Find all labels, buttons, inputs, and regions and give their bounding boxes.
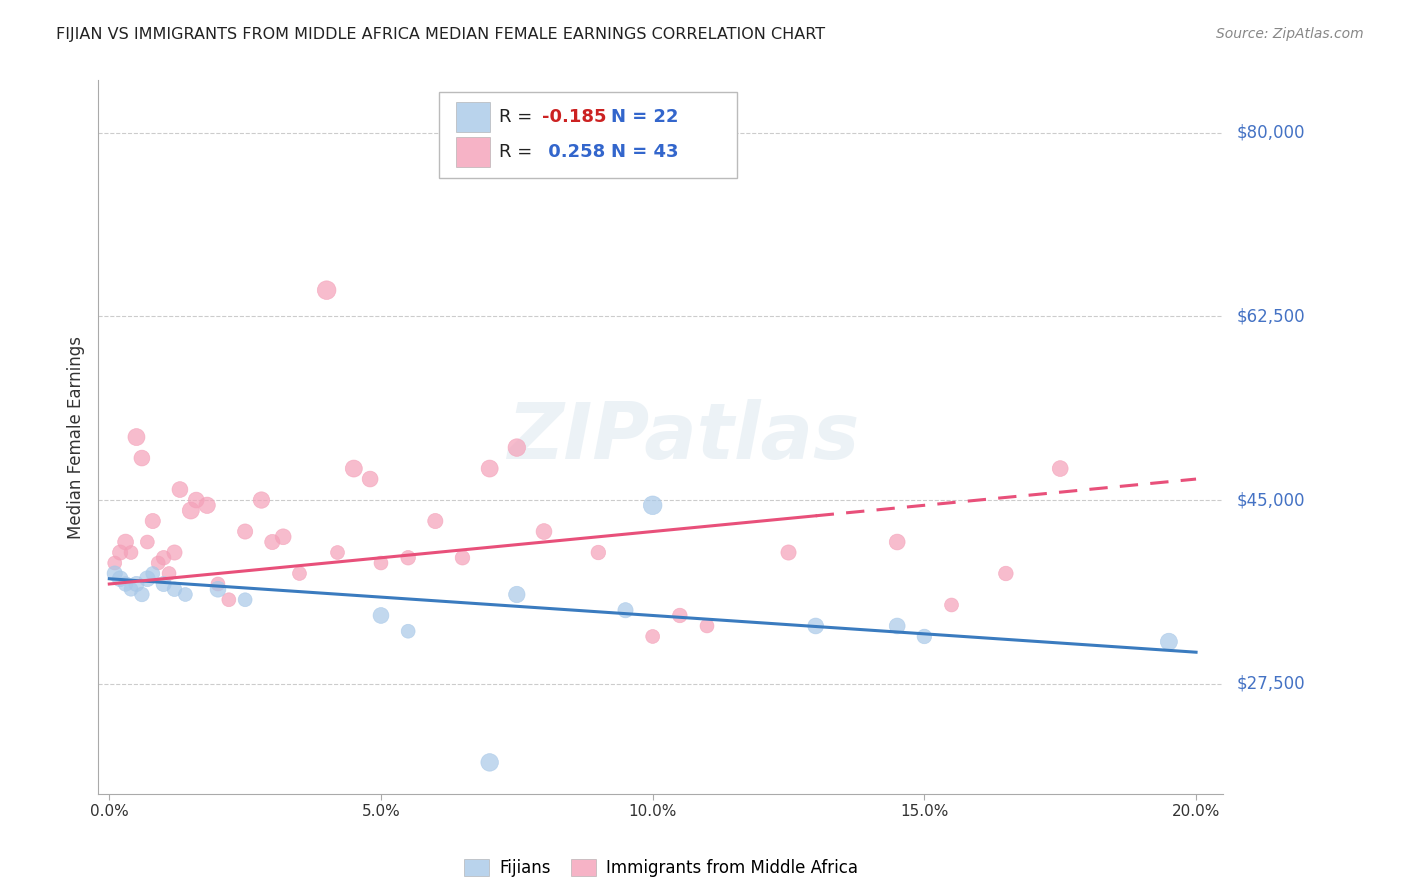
Point: [994, 566, 1017, 581]
Point: [288, 566, 311, 581]
Text: 0.258: 0.258: [541, 143, 605, 161]
Point: [152, 550, 174, 565]
Text: $62,500: $62,500: [1237, 308, 1306, 326]
Point: [315, 283, 337, 297]
Point: [218, 592, 240, 607]
Text: R =: R =: [499, 143, 538, 161]
Text: R =: R =: [499, 109, 538, 127]
Point: [120, 545, 142, 559]
Point: [396, 550, 419, 565]
Point: [163, 545, 186, 559]
Point: [104, 556, 127, 570]
Text: N = 43: N = 43: [612, 143, 679, 161]
Point: [195, 498, 218, 512]
Point: [396, 624, 419, 639]
Point: [186, 493, 208, 508]
Point: [125, 430, 148, 444]
Text: -0.185: -0.185: [541, 109, 606, 127]
Point: [641, 630, 664, 644]
Text: $80,000: $80,000: [1237, 124, 1306, 142]
Point: [104, 566, 127, 581]
Point: [120, 582, 142, 597]
Text: N = 22: N = 22: [612, 109, 679, 127]
Y-axis label: Median Female Earnings: Median Female Earnings: [66, 335, 84, 539]
Point: [641, 498, 664, 512]
Point: [425, 514, 447, 528]
Point: [1157, 634, 1180, 648]
Point: [125, 577, 148, 591]
Point: [169, 483, 191, 497]
Point: [262, 535, 284, 549]
Point: [1049, 461, 1071, 475]
Point: [108, 545, 131, 559]
Point: [233, 592, 256, 607]
Point: [233, 524, 256, 539]
Point: [506, 441, 529, 455]
Text: $27,500: $27,500: [1237, 674, 1306, 693]
Point: [533, 524, 555, 539]
Text: ZIPatlas: ZIPatlas: [508, 399, 859, 475]
Point: [696, 619, 718, 633]
Point: [136, 535, 159, 549]
Text: Source: ZipAtlas.com: Source: ZipAtlas.com: [1216, 27, 1364, 41]
Point: [370, 608, 392, 623]
Point: [174, 587, 197, 601]
FancyBboxPatch shape: [456, 103, 489, 132]
Legend: Fijians, Immigrants from Middle Africa: Fijians, Immigrants from Middle Africa: [457, 852, 865, 884]
Point: [250, 493, 273, 508]
Point: [180, 503, 202, 517]
Point: [886, 535, 908, 549]
Point: [207, 582, 229, 597]
Point: [163, 582, 186, 597]
Point: [207, 577, 229, 591]
Point: [941, 598, 963, 612]
Point: [326, 545, 349, 559]
Point: [343, 461, 366, 475]
Point: [506, 587, 529, 601]
Point: [804, 619, 827, 633]
Point: [142, 566, 165, 581]
Point: [588, 545, 610, 559]
Point: [108, 572, 131, 586]
Point: [271, 530, 294, 544]
Point: [912, 630, 935, 644]
Point: [778, 545, 800, 559]
Point: [142, 514, 165, 528]
Point: [114, 577, 136, 591]
Point: [136, 572, 159, 586]
FancyBboxPatch shape: [439, 93, 737, 178]
Point: [359, 472, 381, 486]
Point: [131, 451, 153, 466]
Point: [148, 556, 170, 570]
Point: [478, 756, 501, 770]
Point: [370, 556, 392, 570]
Point: [131, 587, 153, 601]
FancyBboxPatch shape: [456, 136, 489, 167]
Point: [157, 566, 180, 581]
Point: [614, 603, 637, 617]
Point: [478, 461, 501, 475]
Text: FIJIAN VS IMMIGRANTS FROM MIDDLE AFRICA MEDIAN FEMALE EARNINGS CORRELATION CHART: FIJIAN VS IMMIGRANTS FROM MIDDLE AFRICA …: [56, 27, 825, 42]
Point: [152, 577, 174, 591]
Point: [669, 608, 692, 623]
Point: [114, 535, 136, 549]
Point: [886, 619, 908, 633]
Text: $45,000: $45,000: [1237, 491, 1306, 509]
Point: [451, 550, 474, 565]
